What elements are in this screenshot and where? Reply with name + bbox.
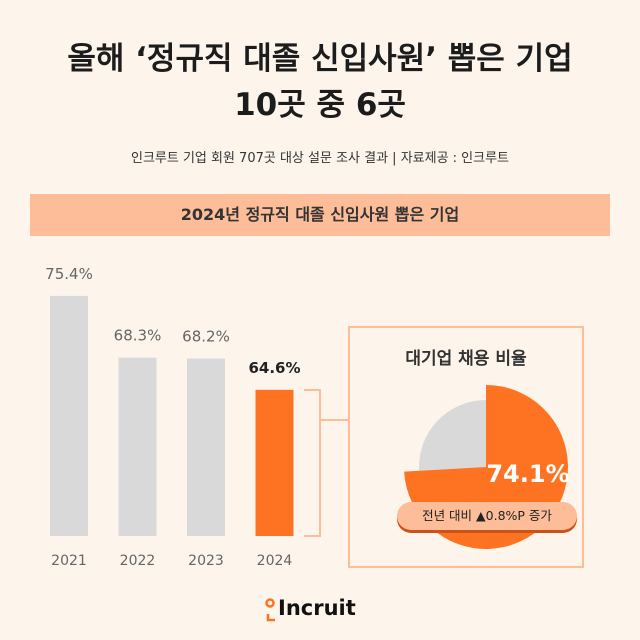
chart-title: 2024년 정규직 대졸 신입사원 뽑은 기업 bbox=[30, 194, 610, 236]
change-badge: 전년 대비 ▲0.8%P 증가 bbox=[397, 502, 577, 530]
x-tick-label: 2022 bbox=[120, 553, 156, 569]
bar-data-label: 68.3% bbox=[114, 327, 162, 345]
bar-data-label: 64.6% bbox=[248, 359, 300, 377]
x-tick-label: 2023 bbox=[188, 553, 224, 569]
brand-logo: Incruit bbox=[265, 596, 356, 622]
pie-title: 대기업 채용 비율 bbox=[405, 349, 527, 369]
logo-text: Incruit bbox=[278, 596, 356, 620]
page-title: 올해 ‘정규직 대졸 신입사원’ 뽑은 기업 10곳 중 6곳 bbox=[0, 36, 640, 128]
bar-2024 bbox=[255, 389, 294, 536]
subtitle: 인크루트 기업 회원 707곳 대상 설문 조사 결과 | 자료제공 : 인크루… bbox=[130, 151, 510, 166]
bar-data-label: 68.2% bbox=[182, 328, 230, 346]
bar-2021 bbox=[50, 295, 88, 536]
title-line-2: 10곳 중 6곳 bbox=[234, 87, 406, 123]
x-tick-label: 2024 bbox=[257, 553, 293, 569]
bracket bbox=[304, 389, 321, 537]
pie-slice-other bbox=[418, 400, 486, 471]
bar-data-label: 75.4% bbox=[45, 265, 93, 283]
bar-2023 bbox=[187, 358, 225, 536]
bar-2022 bbox=[118, 357, 157, 536]
logo-icon bbox=[265, 598, 275, 622]
pie-panel bbox=[348, 326, 584, 568]
x-tick-label: 2021 bbox=[51, 553, 87, 569]
title-line-1: 올해 ‘정규직 대졸 신입사원’ 뽑은 기업 bbox=[67, 41, 573, 77]
pie-data-label: 74.1% bbox=[486, 460, 569, 488]
